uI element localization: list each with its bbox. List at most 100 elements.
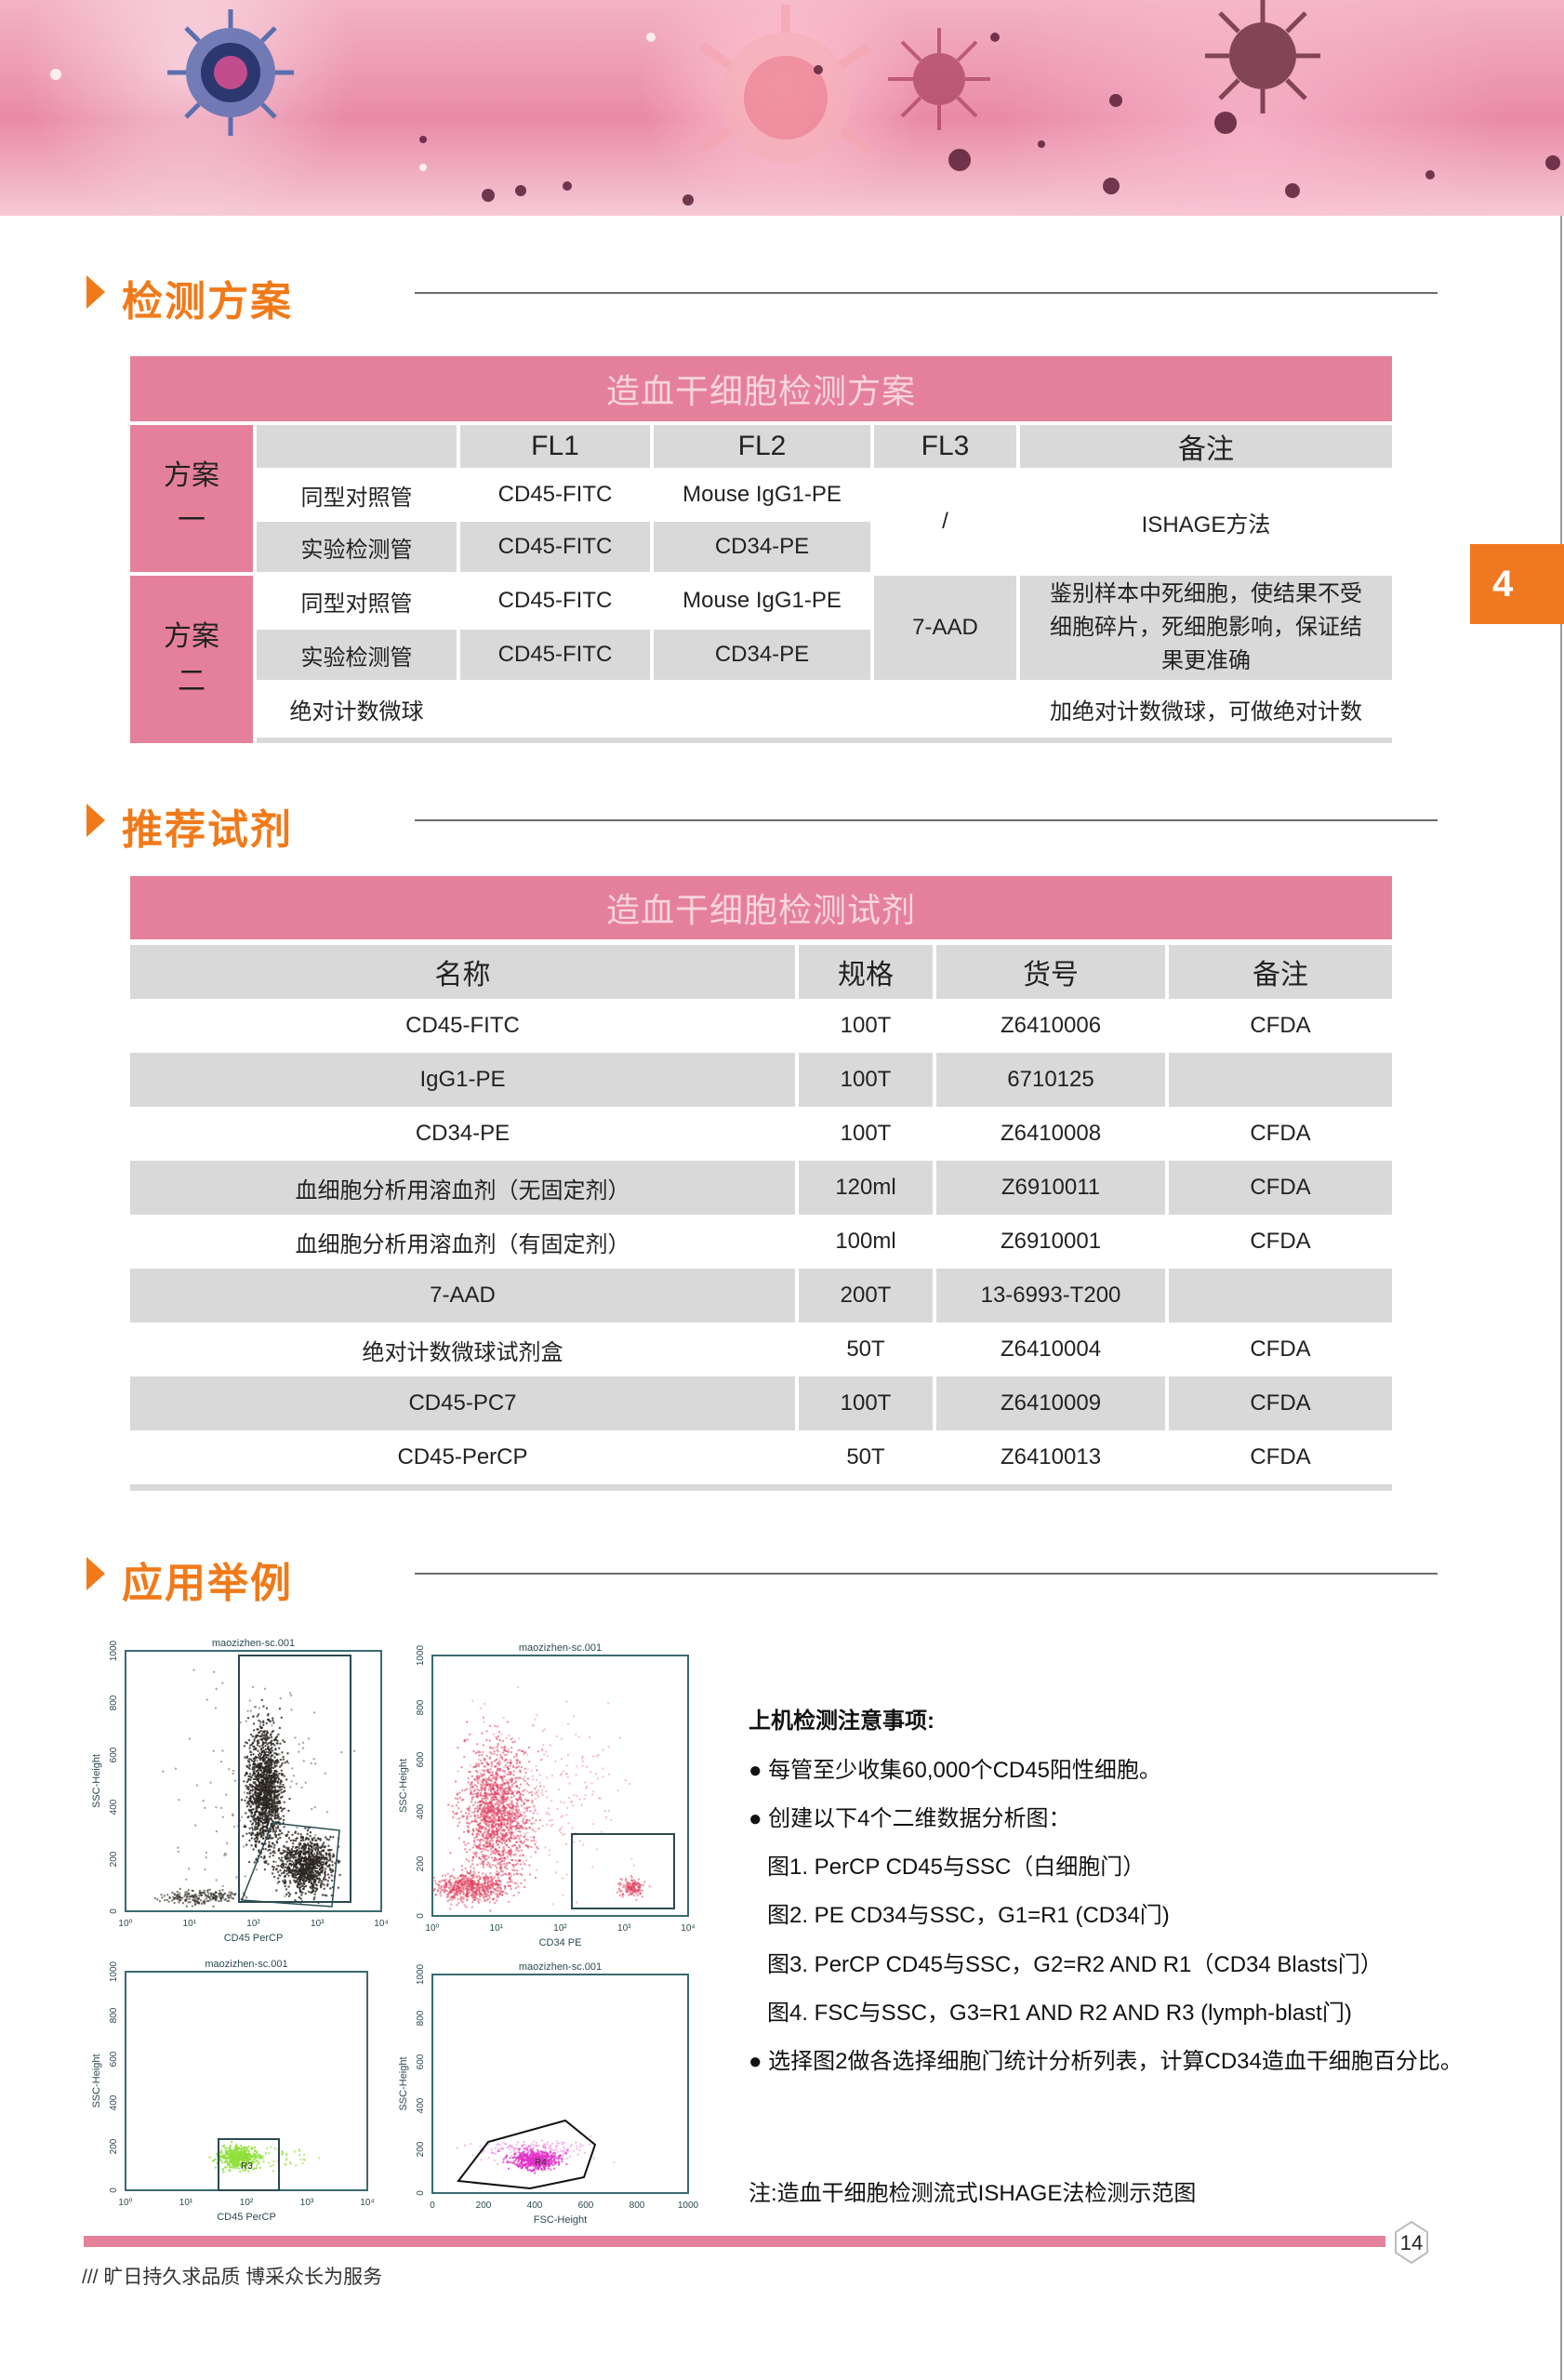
cell-spec: 50T xyxy=(799,1430,933,1484)
x-tick-label: 10⁴ xyxy=(681,1923,695,1934)
cell-remark: CFDA xyxy=(1169,1161,1392,1215)
footer-slogan: /// 旷日持久求品质 博采众长为服务 xyxy=(82,2267,383,2288)
x-tick-label: 10² xyxy=(240,2198,254,2208)
y-tick-label: 800 xyxy=(109,2007,119,2023)
page-number: 14 xyxy=(1400,2231,1423,2254)
cell-remark: CFDA xyxy=(1169,1376,1392,1430)
gate-r3 xyxy=(218,2138,280,2191)
plot-title: maozizhen-sc.001 xyxy=(519,1642,602,1654)
x-tick-label: 10¹ xyxy=(490,1923,504,1934)
virus-icon xyxy=(167,9,294,136)
x-tick-label: 10⁰ xyxy=(118,2198,132,2208)
cell-catalog: Z6910001 xyxy=(936,1215,1165,1269)
cell-spec: 100ml xyxy=(799,1215,933,1269)
x-tick-label: 10² xyxy=(246,1919,260,1929)
table-title: 造血干细胞检测方案 xyxy=(130,356,1392,421)
x-tick-label: 10⁰ xyxy=(425,1923,439,1934)
table-title: 造血干细胞检测试剂 xyxy=(130,876,1392,939)
x-tick-label: 400 xyxy=(527,2201,543,2211)
scatter-points xyxy=(208,2141,321,2174)
scatter-plot: maozizhen-sc.001 CD45 PerCP SSC-Height 10⁰ 1… xyxy=(91,1638,389,1944)
scatter-plot: maozizhen-sc.001 CD34 PE SSC-Height 10⁰ 10¹ 1… xyxy=(398,1642,696,1948)
section-divider xyxy=(415,819,1438,821)
table-bottom-bar xyxy=(257,738,1392,743)
cell-tube: 实验检测管 xyxy=(257,630,457,680)
cell-fl1: CD45-FITC xyxy=(460,472,650,518)
x-tick-label: 800 xyxy=(630,2201,645,2211)
cell-remark xyxy=(1169,1269,1392,1323)
note-text: 创建以下4个二维数据分析图： xyxy=(768,1806,1071,1831)
y-tick-label: 1000 xyxy=(416,1644,426,1666)
chapter-tab[interactable]: 4 xyxy=(1470,544,1564,624)
cell-name: CD45-PC7 xyxy=(130,1376,795,1430)
plot-xlabel: CD45 PerCP xyxy=(217,2212,276,2223)
cell-remark: CFDA xyxy=(1169,1215,1392,1269)
note-fig3: 图3. PerCP CD45与SSC，G2=R2 AND R1（CD34 Bla… xyxy=(767,1952,1383,1977)
header-fl3: FL3 xyxy=(874,425,1016,468)
cell-spec: 100T xyxy=(799,1053,933,1107)
y-tick-label: 200 xyxy=(109,2138,119,2154)
plot-title: maozizhen-sc.001 xyxy=(212,1638,295,1649)
x-tick-label: 10² xyxy=(553,1923,567,1934)
y-tick-label: 200 xyxy=(416,2141,426,2157)
cell-catalog: Z6410009 xyxy=(936,1376,1165,1430)
virus-illustration xyxy=(50,0,1560,206)
x-tick-label: 10⁴ xyxy=(360,2198,374,2208)
y-tick-label: 0 xyxy=(109,2187,119,2193)
plot-xlabel: FSC-Height xyxy=(534,2214,587,2226)
scatter-points xyxy=(153,1669,356,1908)
cell-catalog: Z6410006 xyxy=(936,999,1165,1053)
cell-spec: 120ml xyxy=(799,1161,933,1215)
scheme-2-label: 方案 二 xyxy=(130,576,253,743)
y-tick-label: 0 xyxy=(109,1908,119,1914)
header-name: 名称 xyxy=(130,945,795,999)
y-tick-label: 1000 xyxy=(109,1640,119,1661)
section-title-examples: 应用举例 xyxy=(122,1561,293,1606)
cell-name: CD45-FITC xyxy=(130,999,795,1053)
section-title-plan: 检测方案 xyxy=(122,279,293,325)
cell-catalog: Z6410004 xyxy=(936,1323,1165,1376)
cell-spec: 50T xyxy=(799,1323,933,1376)
cell-spec: 100T xyxy=(799,999,933,1053)
header-fl2: FL2 xyxy=(654,425,870,468)
cell-catalog: Z6910011 xyxy=(936,1161,1165,1215)
scheme-label-top: 方案 xyxy=(164,460,219,491)
cell-name: 7-AAD xyxy=(130,1269,795,1323)
cell-spec: 100T xyxy=(799,1107,933,1161)
y-tick-label: 400 xyxy=(109,2094,119,2110)
y-tick-label: 800 xyxy=(416,2010,426,2026)
note-bullet: ● 每管至少收集60,000个CD45阳性细胞。 xyxy=(749,1758,1161,1783)
cell-fl3: / xyxy=(874,472,1016,572)
cell-fl3: 7-AAD xyxy=(874,576,1016,680)
scatter-points xyxy=(456,2134,616,2174)
cell-fl2: CD34-PE xyxy=(654,630,870,680)
section-arrow-icon xyxy=(86,275,105,309)
header-remark: 备注 xyxy=(1169,945,1392,999)
cell-beads-remark: 加绝对计数微球，可做绝对计数 xyxy=(1020,684,1392,734)
x-tick-label: 10³ xyxy=(311,1919,325,1929)
detection-plan-table: 造血干细胞检测方案 方案 一 FL1 FL2 FL3 备注 同型对照管 CD45… xyxy=(130,356,1392,743)
section-arrow-icon xyxy=(86,1557,105,1590)
x-tick-label: 10⁰ xyxy=(118,1919,132,1929)
y-tick-label: 400 xyxy=(416,2097,426,2113)
scatter-plot: maozizhen-sc.001 CD45 PerCP SSC-Height 10⁰ 1… xyxy=(91,1959,375,2223)
cell-remark: CFDA xyxy=(1169,999,1392,1053)
virus-icon xyxy=(1205,0,1320,113)
x-tick-label: 10¹ xyxy=(183,1919,197,1929)
cell-catalog: 6710125 xyxy=(936,1053,1165,1107)
header-remark: 备注 xyxy=(1020,425,1392,468)
scatter-points xyxy=(432,1686,651,1912)
gate-r2 xyxy=(240,1822,340,1908)
table-bottom-bar xyxy=(130,1484,1392,1491)
header-banner xyxy=(0,0,1564,216)
cell-fl1: CD45-FITC xyxy=(460,630,650,680)
y-tick-label: 600 xyxy=(416,1751,426,1767)
plot-xlabel: CD34 PE xyxy=(539,1937,582,1948)
cell-remark: ISHAGE方法 xyxy=(1020,472,1392,572)
header-catalog: 货号 xyxy=(936,945,1165,999)
x-tick-label: 200 xyxy=(476,2201,492,2211)
note-bullet: ● 创建以下4个二维数据分析图： xyxy=(749,1806,1071,1831)
x-tick-label: 10³ xyxy=(617,1923,631,1934)
cell-fl2: Mouse IgG1-PE xyxy=(654,472,870,518)
plot-frame xyxy=(431,1974,689,2194)
